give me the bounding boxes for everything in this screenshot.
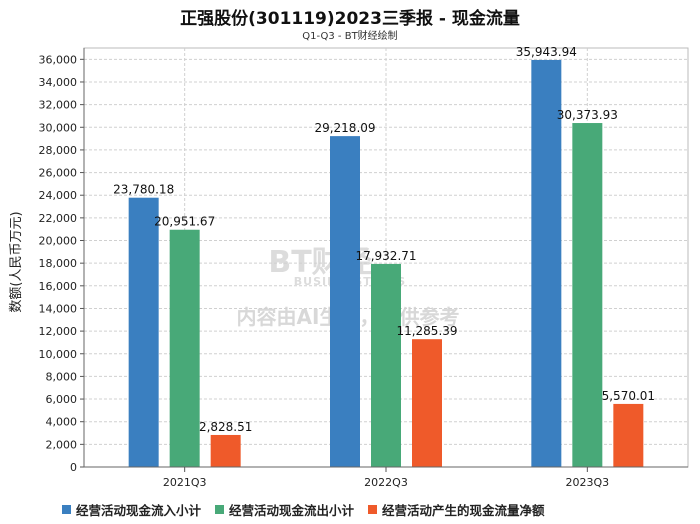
y-tick-label: 24,000 xyxy=(39,189,78,202)
data-labels: 23,780.18 20,951.67 2,828.51 29,218.09 17,93… xyxy=(113,45,655,434)
chart-title: 正强股份(301119)2023三季报 - 现金流量 xyxy=(180,9,520,29)
bar xyxy=(572,123,603,467)
y-tick-label: 32,000 xyxy=(39,99,78,112)
bar xyxy=(210,434,241,467)
data-label: 20,951.67 xyxy=(154,215,215,229)
y-tick-label: 22,000 xyxy=(39,212,78,225)
data-label: 2,828.51 xyxy=(199,420,252,434)
bar xyxy=(169,229,200,467)
legend: 经营活动现金流入小计 经营活动现金流出小计 经营活动产生的现金流量净额 xyxy=(62,500,682,519)
y-tick-label: 8,000 xyxy=(46,370,78,383)
data-label: 29,218.09 xyxy=(314,121,375,135)
bar xyxy=(128,197,159,467)
y-axis-label: 数额(人民币万元) xyxy=(9,211,24,312)
legend-item: 经营活动现金流入小计 xyxy=(62,500,201,519)
legend-swatch xyxy=(215,505,225,514)
bar xyxy=(412,339,442,467)
data-label: 35,943.94 xyxy=(516,45,577,59)
legend-swatch xyxy=(62,505,71,514)
y-tick-label: 30,000 xyxy=(39,121,78,134)
bars xyxy=(128,59,644,467)
y-tick-label: 2,000 xyxy=(46,438,78,451)
x-tick-label: 2022Q3 xyxy=(364,476,408,489)
data-label: 5,570.01 xyxy=(602,389,655,403)
y-tick-label: 4,000 xyxy=(46,416,78,429)
y-tick-label: 18,000 xyxy=(39,257,78,270)
data-label: 11,285.39 xyxy=(396,324,457,338)
y-tick-label: 26,000 xyxy=(39,167,78,180)
bar xyxy=(371,263,401,467)
y-tick-label: 0 xyxy=(70,461,77,474)
data-label: 30,373.93 xyxy=(557,108,618,122)
bar xyxy=(613,403,644,467)
y-tick-label: 16,000 xyxy=(39,280,78,293)
y-tick-label: 6,000 xyxy=(46,393,78,406)
bar xyxy=(531,59,562,467)
y-tick-label: 36,000 xyxy=(39,53,78,66)
y-axis: 0 2,000 4,000 6,000 8,000 10,000 12,000 14,000 1… xyxy=(39,48,85,474)
chart-subtitle: Q1-Q3 - BT财经绘制 xyxy=(302,31,398,42)
y-tick-label: 20,000 xyxy=(39,235,78,248)
x-axis: 2021Q3 2022Q3 2023Q3 xyxy=(84,466,688,489)
y-tick-label: 10,000 xyxy=(39,348,78,361)
bar xyxy=(330,136,360,467)
y-tick-label: 14,000 xyxy=(39,302,78,315)
data-label: 23,780.18 xyxy=(113,183,174,197)
legend-item: 经营活动产生的现金流量净额 xyxy=(368,500,545,519)
legend-item: 经营活动现金流出小计 xyxy=(215,500,354,519)
data-label: 17,932.71 xyxy=(355,249,416,263)
legend-label: 经营活动现金流入小计 xyxy=(76,503,202,518)
y-tick-label: 12,000 xyxy=(39,325,78,338)
x-tick-label: 2023Q3 xyxy=(566,476,610,489)
legend-label: 经营活动产生的现金流量净额 xyxy=(382,503,545,518)
x-tick-label: 2021Q3 xyxy=(163,476,207,489)
legend-swatch xyxy=(368,505,378,514)
y-tick-label: 28,000 xyxy=(39,144,78,157)
legend-label: 经营活动现金流出小计 xyxy=(229,503,355,518)
y-tick-label: 34,000 xyxy=(39,76,78,89)
